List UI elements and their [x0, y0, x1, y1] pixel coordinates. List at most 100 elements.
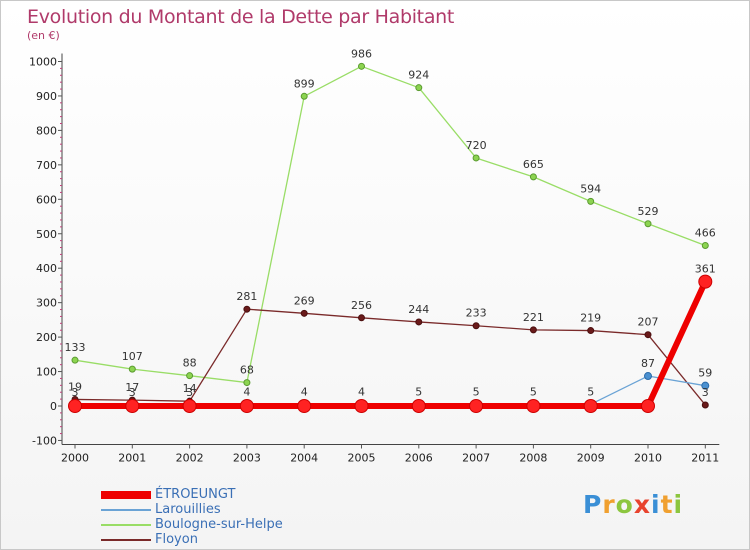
data-point: [411, 399, 426, 413]
legend-swatch: [101, 524, 151, 526]
data-point: [644, 372, 652, 381]
x-tick-label: 2008: [519, 451, 547, 464]
logo-letter: i: [673, 490, 684, 519]
data-label: 4: [358, 386, 365, 399]
legend-swatch: [101, 491, 151, 499]
chart-unit: (en €): [27, 29, 60, 42]
data-label: 5: [473, 385, 480, 398]
logo-letter: P: [583, 490, 603, 519]
data-point: [701, 401, 709, 409]
data-label: 5: [587, 385, 594, 398]
data-point: [186, 372, 194, 380]
data-point: [701, 241, 709, 249]
x-tick-label: 2003: [233, 451, 261, 464]
data-label: 87: [641, 357, 655, 370]
data-label: 466: [695, 226, 716, 239]
x-tick-label: 2002: [176, 451, 204, 464]
data-label: 233: [466, 307, 487, 320]
data-point: [472, 154, 480, 162]
y-tick-label: 0: [50, 400, 57, 413]
data-point: [300, 309, 308, 317]
data-label: 5: [415, 385, 422, 398]
data-point: [71, 356, 79, 364]
data-label: 665: [523, 158, 544, 171]
logo-letter: t: [660, 490, 674, 519]
data-label: 88: [183, 357, 197, 370]
data-point: [415, 318, 423, 326]
legend-swatch: [101, 509, 151, 511]
data-label: 3: [186, 386, 193, 399]
data-point: [182, 399, 197, 413]
data-label: 59: [698, 367, 712, 380]
y-tick-label: -100: [32, 434, 57, 447]
data-label: 107: [122, 350, 143, 363]
logo-letter: x: [633, 490, 651, 519]
data-label: 14: [183, 382, 197, 395]
data-point: [526, 399, 541, 413]
data-label: 68: [240, 364, 254, 377]
data-point: [529, 173, 537, 181]
data-point: [125, 399, 140, 413]
data-label: 256: [351, 299, 372, 312]
y-tick-label: 300: [36, 297, 57, 310]
data-point: [587, 327, 595, 335]
data-point: [358, 62, 365, 70]
logo-letter: r: [602, 490, 616, 519]
data-point: [644, 331, 652, 339]
data-label: 594: [580, 182, 601, 195]
data-label: 3: [129, 386, 136, 399]
legend-label: Larouillies: [155, 502, 221, 517]
x-tick-label: 2009: [577, 451, 605, 464]
data-point: [243, 379, 251, 387]
data-point: [358, 314, 365, 322]
data-point: [300, 92, 308, 100]
data-point: [68, 399, 82, 413]
y-tick-label: 700: [36, 159, 57, 172]
series-line: [74, 308, 706, 406]
data-point: [243, 305, 251, 313]
proxiti-logo: Proxiti: [583, 490, 683, 519]
y-tick-label: 400: [36, 262, 57, 275]
data-label: 4: [243, 386, 250, 399]
data-label: 361: [695, 263, 716, 276]
logo-letter: o: [615, 490, 634, 519]
data-label: 4: [301, 386, 308, 399]
data-label: 5: [530, 385, 537, 398]
data-point: [644, 220, 652, 228]
data-label: 269: [294, 294, 315, 307]
data-label: 986: [351, 47, 372, 60]
y-tick-label: 600: [36, 193, 57, 206]
data-label: 221: [523, 311, 544, 324]
data-label: 207: [638, 316, 659, 329]
data-label: 133: [65, 341, 86, 354]
data-point: [472, 322, 480, 330]
data-label: 281: [236, 290, 257, 303]
data-point: [698, 274, 713, 289]
legend-label: ÉTROEUNGT: [155, 487, 236, 502]
data-point: [587, 197, 595, 205]
data-point: [354, 399, 369, 413]
data-label: 17: [125, 381, 139, 394]
data-point: [297, 399, 312, 413]
data-label: 899: [294, 77, 315, 90]
series-line: [75, 280, 709, 409]
y-tick-label: 900: [36, 90, 57, 103]
legend-swatch: [101, 539, 151, 541]
x-tick-label: 2011: [691, 451, 719, 464]
data-label: 924: [408, 69, 429, 82]
y-tick-label: 100: [36, 366, 57, 379]
legend-label: Floyon: [155, 532, 198, 547]
data-label: 720: [466, 139, 487, 152]
x-tick-label: 2001: [118, 451, 146, 464]
data-point: [239, 399, 254, 413]
x-tick-label: 2007: [462, 451, 490, 464]
chart-title: Evolution du Montant de la Dette par Hab…: [27, 6, 455, 28]
data-point: [641, 399, 655, 413]
data-point: [469, 399, 484, 413]
x-tick-label: 2006: [405, 451, 433, 464]
x-tick-label: 2005: [348, 451, 376, 464]
line-chart: -100 0 100 200 300 400 500 600 700 800 900 1000 2000…: [29, 47, 720, 464]
x-tick-label: 2000: [61, 451, 89, 464]
y-tick-label: 200: [36, 331, 57, 344]
